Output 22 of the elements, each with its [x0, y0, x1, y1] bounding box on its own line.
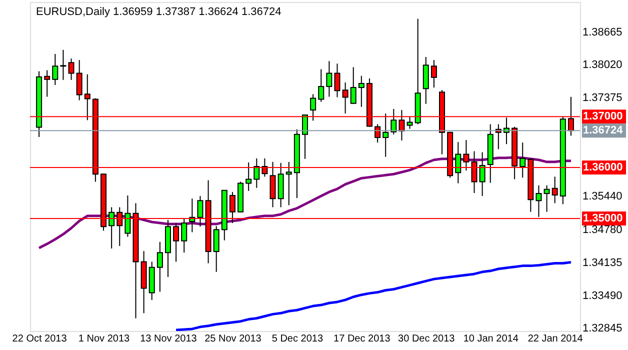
ref-line-label: 1.36000: [583, 162, 623, 174]
y-tick-label: 1.38020: [582, 59, 622, 72]
x-tick-label: 25 Nov 2013: [204, 334, 262, 344]
x-tick-label: 17 Dec 2013: [334, 334, 391, 344]
x-tick-label: 13 Nov 2013: [140, 334, 198, 344]
y-tick-label: 1.32845: [582, 322, 622, 335]
ref-line-label: 1.35000: [583, 212, 623, 224]
x-tick-label: 22 Jan 2014: [528, 334, 584, 344]
y-tick-label: 1.34780: [582, 224, 622, 236]
ref-line-label: 1.37000: [583, 110, 623, 123]
x-tick-label: 1 Nov 2013: [78, 334, 130, 344]
ref-line-label: 1.36724: [583, 124, 624, 137]
y-tick-label: 1.38665: [582, 26, 622, 38]
y-tick-label: 1.33490: [582, 290, 622, 302]
y-tick-label: 1.37375: [582, 92, 622, 104]
x-tick-label: 5 Dec 2013: [272, 334, 324, 344]
x-tick-label: 30 Dec 2013: [398, 334, 456, 344]
chart-title: EURUSD,Daily 1.36959 1.37387 1.36624 1.36724: [36, 6, 282, 18]
y-tick-label: 1.35440: [582, 190, 622, 203]
x-tick-label: 10 Jan 2014: [463, 334, 519, 344]
y-tick-label: 1.34135: [582, 257, 622, 269]
x-tick-label: 22 Oct 2013: [12, 334, 68, 344]
